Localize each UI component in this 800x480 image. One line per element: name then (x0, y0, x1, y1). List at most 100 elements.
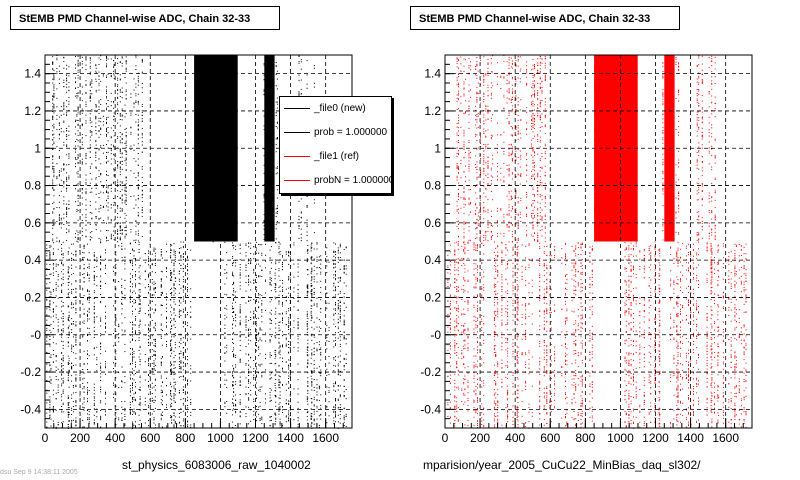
data-point (261, 386, 263, 388)
data-point (52, 183, 54, 185)
data-point (148, 258, 149, 260)
data-point (61, 383, 63, 385)
data-point (148, 286, 149, 288)
data-point (117, 236, 119, 238)
data-point (58, 116, 60, 118)
data-point (300, 217, 302, 219)
data-point (66, 214, 68, 215)
data-point (182, 410, 184, 412)
data-point (138, 369, 140, 371)
data-point (135, 425, 136, 427)
data-point (233, 291, 235, 293)
data-point (278, 325, 280, 326)
data-point (52, 102, 54, 104)
data-point (132, 339, 133, 341)
data-point (53, 169, 55, 171)
data-point (239, 376, 241, 378)
data-point (239, 331, 241, 333)
data-point (270, 322, 272, 324)
data-point (67, 305, 69, 307)
data-point (66, 114, 68, 116)
data-point (298, 227, 300, 229)
data-point (275, 318, 277, 319)
data-point (239, 252, 241, 254)
data-point (68, 334, 70, 336)
data-point (148, 274, 149, 276)
data-point (187, 384, 188, 386)
data-point (259, 390, 261, 392)
data-point (300, 228, 302, 230)
data-point (81, 134, 83, 136)
data-point (141, 168, 143, 170)
data-point (261, 423, 263, 425)
data-point (148, 393, 149, 395)
data-point (170, 322, 172, 324)
data-point (68, 109, 70, 111)
data-point (81, 100, 83, 102)
data-point (67, 372, 69, 374)
data-point (182, 270, 184, 272)
data-point (117, 167, 119, 169)
data-point (166, 251, 167, 253)
data-point (117, 230, 119, 232)
data-point (279, 357, 281, 359)
data-point (151, 400, 153, 401)
data-point (55, 282, 57, 284)
data-point (160, 314, 162, 316)
data-point (107, 209, 109, 211)
data-point (274, 272, 276, 274)
data-point (89, 65, 91, 67)
data-point (187, 340, 188, 342)
data-point (298, 55, 300, 57)
data-point (119, 226, 121, 227)
data-point (307, 385, 309, 387)
data-point (125, 89, 127, 91)
data-point (58, 215, 60, 217)
data-point (187, 325, 188, 327)
data-point (72, 419, 74, 421)
data-point (310, 310, 312, 312)
data-point (245, 346, 247, 348)
data-point (310, 262, 312, 264)
data-point (52, 274, 54, 276)
data-point (174, 280, 176, 282)
data-point (310, 305, 312, 307)
data-point (118, 245, 120, 247)
data-point (232, 384, 234, 385)
data-point (141, 111, 143, 113)
data-point (173, 357, 175, 359)
data-point (93, 387, 95, 389)
data-point (85, 188, 87, 190)
data-point (50, 291, 52, 293)
data-point (275, 390, 277, 392)
data-point (276, 138, 278, 139)
data-point (46, 323, 48, 325)
data-point (182, 352, 184, 353)
data-point (160, 249, 162, 250)
data-point (52, 117, 54, 119)
data-point (125, 169, 127, 171)
data-point (307, 359, 309, 361)
data-point (135, 333, 136, 335)
data-point (75, 287, 77, 289)
data-point (68, 386, 70, 388)
data-point (173, 385, 175, 387)
data-point (68, 414, 70, 415)
data-point (297, 322, 299, 324)
data-point (151, 382, 153, 384)
data-point (182, 398, 184, 400)
data-point (275, 369, 277, 371)
data-point (173, 290, 175, 292)
data-point (154, 309, 156, 311)
data-point (63, 61, 65, 63)
data-point (173, 308, 175, 310)
data-point (105, 363, 106, 365)
data-point (129, 413, 131, 415)
data-point (105, 392, 106, 394)
data-point (178, 392, 180, 393)
data-point (75, 158, 76, 160)
data-point (117, 185, 119, 187)
data-point (77, 110, 79, 112)
data-point (100, 325, 102, 327)
data-point (282, 322, 283, 324)
